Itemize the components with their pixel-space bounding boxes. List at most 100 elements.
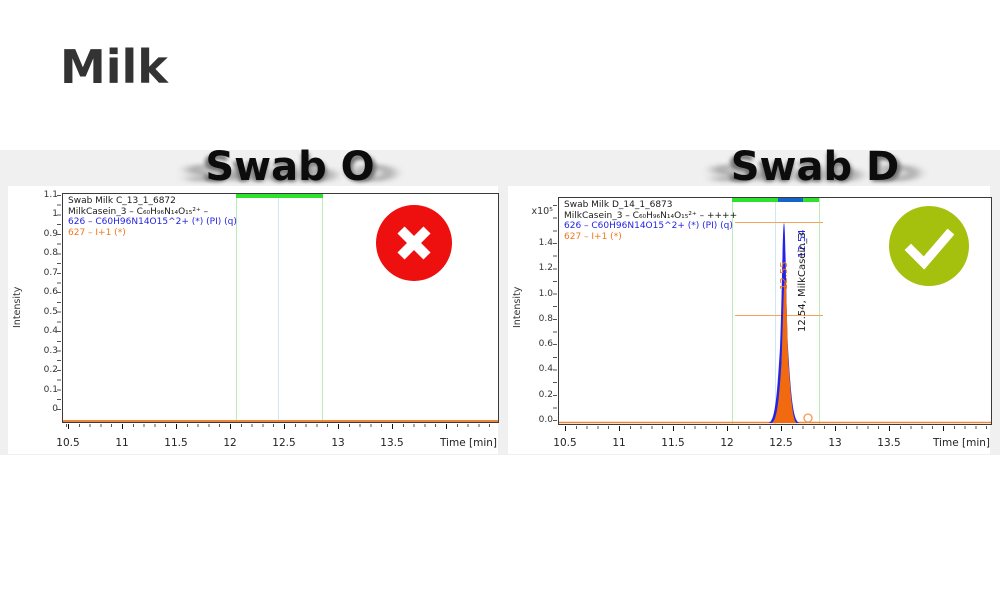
x-axis-major-tick — [122, 424, 123, 429]
trace-legend: Swab Milk D_14_1_6873 MilkCasein_3 – C₆₀… — [564, 200, 737, 242]
x-axis-major-tick — [943, 426, 944, 431]
x-axis-major-tick — [565, 426, 566, 431]
x-axis-major-tick — [392, 424, 393, 429]
flat-baseline-trace — [63, 420, 498, 422]
header-shadow: Swab O — [184, 162, 396, 186]
y-tick-label: 0.6 — [538, 339, 553, 349]
y-axis-scale-label: x10⁵ — [531, 206, 553, 217]
peak-end-marker — [803, 413, 813, 423]
y-axis-ticks — [553, 205, 557, 422]
y-tick-label: 0.3 — [43, 346, 58, 356]
y-tick-label: 1.1 — [43, 190, 58, 200]
x-tick-label: 12 — [720, 437, 734, 449]
header-shadow: Swab D — [709, 162, 921, 186]
x-tick-label: 10.5 — [56, 437, 80, 449]
y-axis-ticks — [57, 195, 61, 410]
legend-trace-626: 626 – C60H96N14O15^2+ (*) (PI) (q) — [68, 217, 237, 227]
x-axis-major-tick — [619, 426, 620, 431]
expected-rt-line — [278, 194, 279, 422]
x-tick-label: 13 — [331, 437, 345, 449]
x-tick-label: 12 — [223, 437, 237, 449]
x-axis-title: Time [min] — [439, 437, 497, 449]
legend-analyte: MilkCasein_3 – C₆₀H₉₆N₁₄O₁₅²⁺ – — [68, 206, 209, 217]
peak-rt-label-black: 12.54, MilkCasein_3 — [797, 232, 808, 332]
integration-window-end-line — [322, 194, 323, 422]
x-tick-label: 12.5 — [769, 437, 793, 449]
x-axis-major-tick — [338, 424, 339, 429]
integration-window-start-line — [732, 198, 733, 424]
x-tick-label: 12.5 — [272, 437, 296, 449]
x-tick-label: 13 — [828, 437, 842, 449]
y-tick-label: 1.0 — [538, 289, 553, 299]
x-axis-major-tick — [446, 424, 447, 429]
y-tick-label: 0.1 — [43, 385, 58, 395]
integration-window-end-line — [819, 198, 820, 424]
x-tick-label: 11 — [115, 437, 129, 449]
x-axis-title: Time [min] — [932, 437, 990, 449]
legend-analyte: MilkCasein_3 – C₆₀H₉₆N₁₄O₁₅²⁺ – ++++ — [564, 210, 738, 221]
header-label: Swab O — [205, 144, 375, 190]
legend-sample-name: Swab Milk C_13_1_6872 — [68, 196, 176, 206]
integration-window-start-line — [236, 194, 237, 422]
legend-trace-626: 626 – C60H96N14O15^2+ (*) (PI) (q) — [564, 221, 733, 231]
x-tick-label: 11 — [612, 437, 626, 449]
x-axis-major-tick — [230, 424, 231, 429]
x-axis-major-tick — [727, 426, 728, 431]
y-tick-label: 1.2 — [538, 263, 553, 273]
y-tick-label: 0.8 — [43, 248, 58, 258]
y-tick-label: 0 — [52, 404, 58, 414]
x-tick-label: 13.5 — [380, 437, 404, 449]
x-tick-label: 11.5 — [661, 437, 685, 449]
x-circle-icon — [376, 205, 452, 281]
legend-trace-627: 627 – I+1 (*) — [564, 231, 622, 242]
y-tick-label: 1 — [52, 209, 58, 219]
y-tick-label: 0.0 — [538, 415, 553, 425]
y-tick-label: 0.8 — [538, 314, 553, 324]
page-title: Milk — [60, 40, 168, 94]
chromatogram-panel-swab-o: Intensity 1.1 1 0.9 0.8 0.7 0.6 0.5 0.4 … — [8, 186, 499, 454]
x-axis-major-tick — [68, 424, 69, 429]
x-axis-major-tick — [284, 424, 285, 429]
y-tick-label: 0.5 — [43, 307, 58, 317]
y-tick-label: 0.9 — [43, 229, 58, 239]
x-axis-major-tick — [889, 426, 890, 431]
y-tick-label: 0.7 — [43, 268, 58, 278]
pass-badge — [889, 206, 969, 286]
x-axis-minor-ticks — [559, 426, 989, 429]
expected-rt-line — [775, 198, 776, 424]
integration-window-bar — [732, 198, 819, 202]
y-tick-label: 0.2 — [538, 390, 553, 400]
header-label: Swab D — [730, 144, 900, 190]
x-axis-minor-ticks — [63, 424, 497, 427]
x-tick-label: 11.5 — [164, 437, 188, 449]
header-shadow: Swab D — [727, 148, 903, 191]
x-axis-major-tick — [673, 426, 674, 431]
peak-rt-label-orange: 12.55 — [779, 261, 790, 290]
integration-window-bar — [236, 194, 323, 198]
x-tick-label: 13.5 — [877, 437, 901, 449]
y-tick-label: 0.4 — [538, 364, 553, 374]
y-tick-label: 0.4 — [43, 326, 58, 336]
threshold-line — [735, 315, 823, 316]
x-axis-major-tick — [781, 426, 782, 431]
peak-627 — [771, 280, 797, 423]
fail-badge — [376, 205, 452, 281]
plot-area: Swab Milk D_14_1_6873 MilkCasein_3 – C₆₀… — [558, 197, 992, 425]
legend-sample-name: Swab Milk D_14_1_6873 — [564, 200, 673, 210]
detected-peak-bar — [778, 198, 803, 202]
plot-area: Swab Milk C_13_1_6872 MilkCasein_3 – C₆₀… — [62, 193, 499, 423]
y-tick-label: 1.4 — [538, 238, 553, 248]
y-axis-title: Intensity — [12, 286, 23, 328]
header-shadow: Swab O — [201, 148, 379, 191]
y-tick-label: 0.6 — [43, 287, 58, 297]
header-swab-d: Swab D Swab D Swab D — [615, 144, 1000, 192]
trace-legend: Swab Milk C_13_1_6872 MilkCasein_3 – C₆₀… — [68, 196, 237, 238]
peak-height-line — [735, 222, 823, 223]
x-axis-major-tick — [835, 426, 836, 431]
y-tick-label: 0.2 — [43, 365, 58, 375]
legend-trace-627: 627 – I+1 (*) — [68, 227, 126, 238]
chromatogram-panel-swab-d: Intensity x10⁵ 1.4 1.2 1.0 0.8 0.6 0.4 0… — [508, 186, 992, 454]
check-circle-icon — [889, 206, 969, 286]
chromatogram-traces — [559, 223, 991, 424]
